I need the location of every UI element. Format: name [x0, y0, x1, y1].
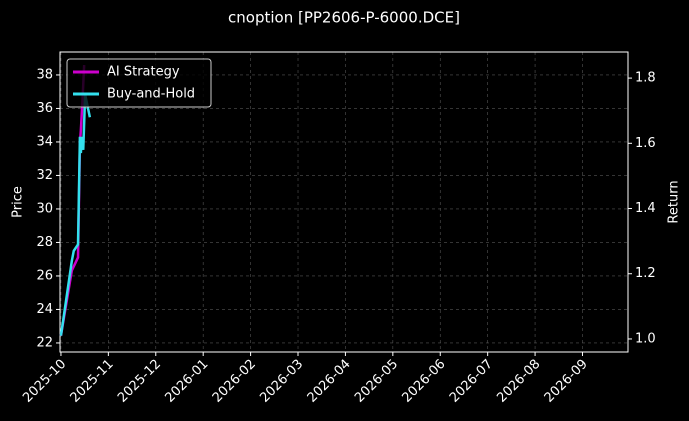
y2-tick-label: 1.4 [635, 201, 656, 216]
y2-tick-label: 1.6 [635, 136, 656, 151]
plot-frame [59, 51, 629, 353]
y2-tick-label: 1.0 [635, 331, 656, 346]
legend-label: Buy-and-Hold [107, 87, 195, 102]
chart-title: cnoption [PP2606-P-6000.DCE] [228, 9, 460, 27]
y-tick-label: 28 [36, 235, 53, 250]
series-line [59, 94, 92, 336]
y-tick-label: 26 [36, 268, 53, 283]
y-axis-label: Price [11, 186, 26, 218]
y-tick-label: 34 [36, 134, 53, 149]
legend-box [66, 58, 212, 108]
y2-axis-label: Return [667, 180, 682, 223]
y-tick-label: 38 [36, 67, 53, 82]
legend-label: AI Strategy [107, 65, 180, 80]
y2-tick-label: 1.2 [635, 266, 656, 281]
y2-tick-label: 1.8 [635, 71, 656, 86]
y-tick-label: 22 [36, 335, 53, 350]
y-tick-label: 36 [36, 101, 53, 116]
y-tick-label: 24 [36, 302, 53, 317]
y-tick-label: 30 [36, 201, 53, 216]
y-tick-label: 32 [36, 168, 53, 183]
